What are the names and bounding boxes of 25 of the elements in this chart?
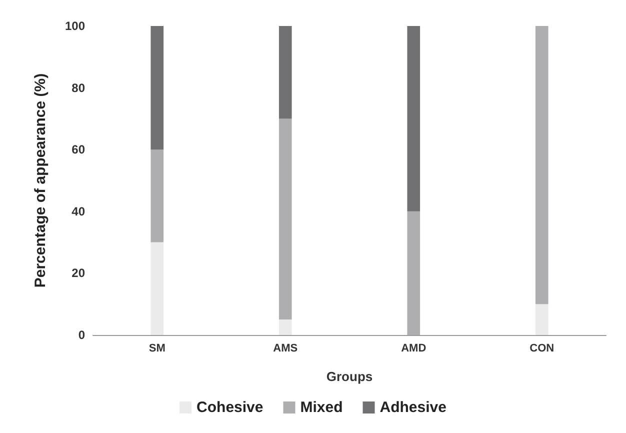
x-tick-label: SM [148, 342, 166, 354]
x-tick-label: AMS [273, 342, 298, 354]
bar [150, 242, 164, 335]
x-tick-label: CON [530, 342, 554, 354]
bar [535, 26, 548, 304]
bar [407, 211, 420, 335]
y-tick-label: 20 [72, 266, 86, 280]
y-tick-label: 80 [72, 80, 86, 95]
legend-label: Mixed [300, 399, 343, 416]
bar [407, 26, 420, 212]
bar [278, 320, 292, 335]
legend-label: Cohesive [196, 399, 264, 416]
legend-label: Adhesive [380, 399, 446, 416]
bar [535, 304, 548, 335]
x-axis-title: Groups [326, 369, 373, 384]
y-tick-label: 0 [78, 328, 86, 342]
y-axis-title: Percentage of appearance (%) [32, 73, 49, 288]
bar [150, 150, 164, 242]
bar [150, 26, 164, 150]
x-tick-label: AMD [401, 342, 426, 354]
y-tick-label: 100 [64, 19, 86, 33]
y-tick-label: 40 [72, 204, 86, 218]
bar [278, 118, 292, 320]
y-tick-label: 60 [72, 142, 86, 157]
bar [278, 26, 292, 119]
